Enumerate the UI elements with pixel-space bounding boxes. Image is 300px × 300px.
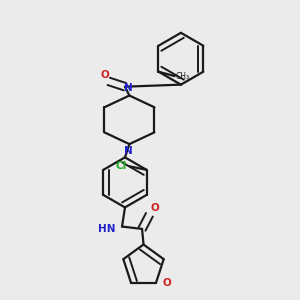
Text: Cl: Cl bbox=[116, 161, 127, 171]
Text: O: O bbox=[151, 203, 159, 213]
Text: N: N bbox=[124, 146, 132, 157]
Text: O: O bbox=[163, 278, 171, 288]
Text: N: N bbox=[124, 83, 132, 93]
Text: O: O bbox=[100, 70, 109, 80]
Text: HN: HN bbox=[98, 224, 116, 234]
Text: CH₃: CH₃ bbox=[176, 72, 190, 81]
